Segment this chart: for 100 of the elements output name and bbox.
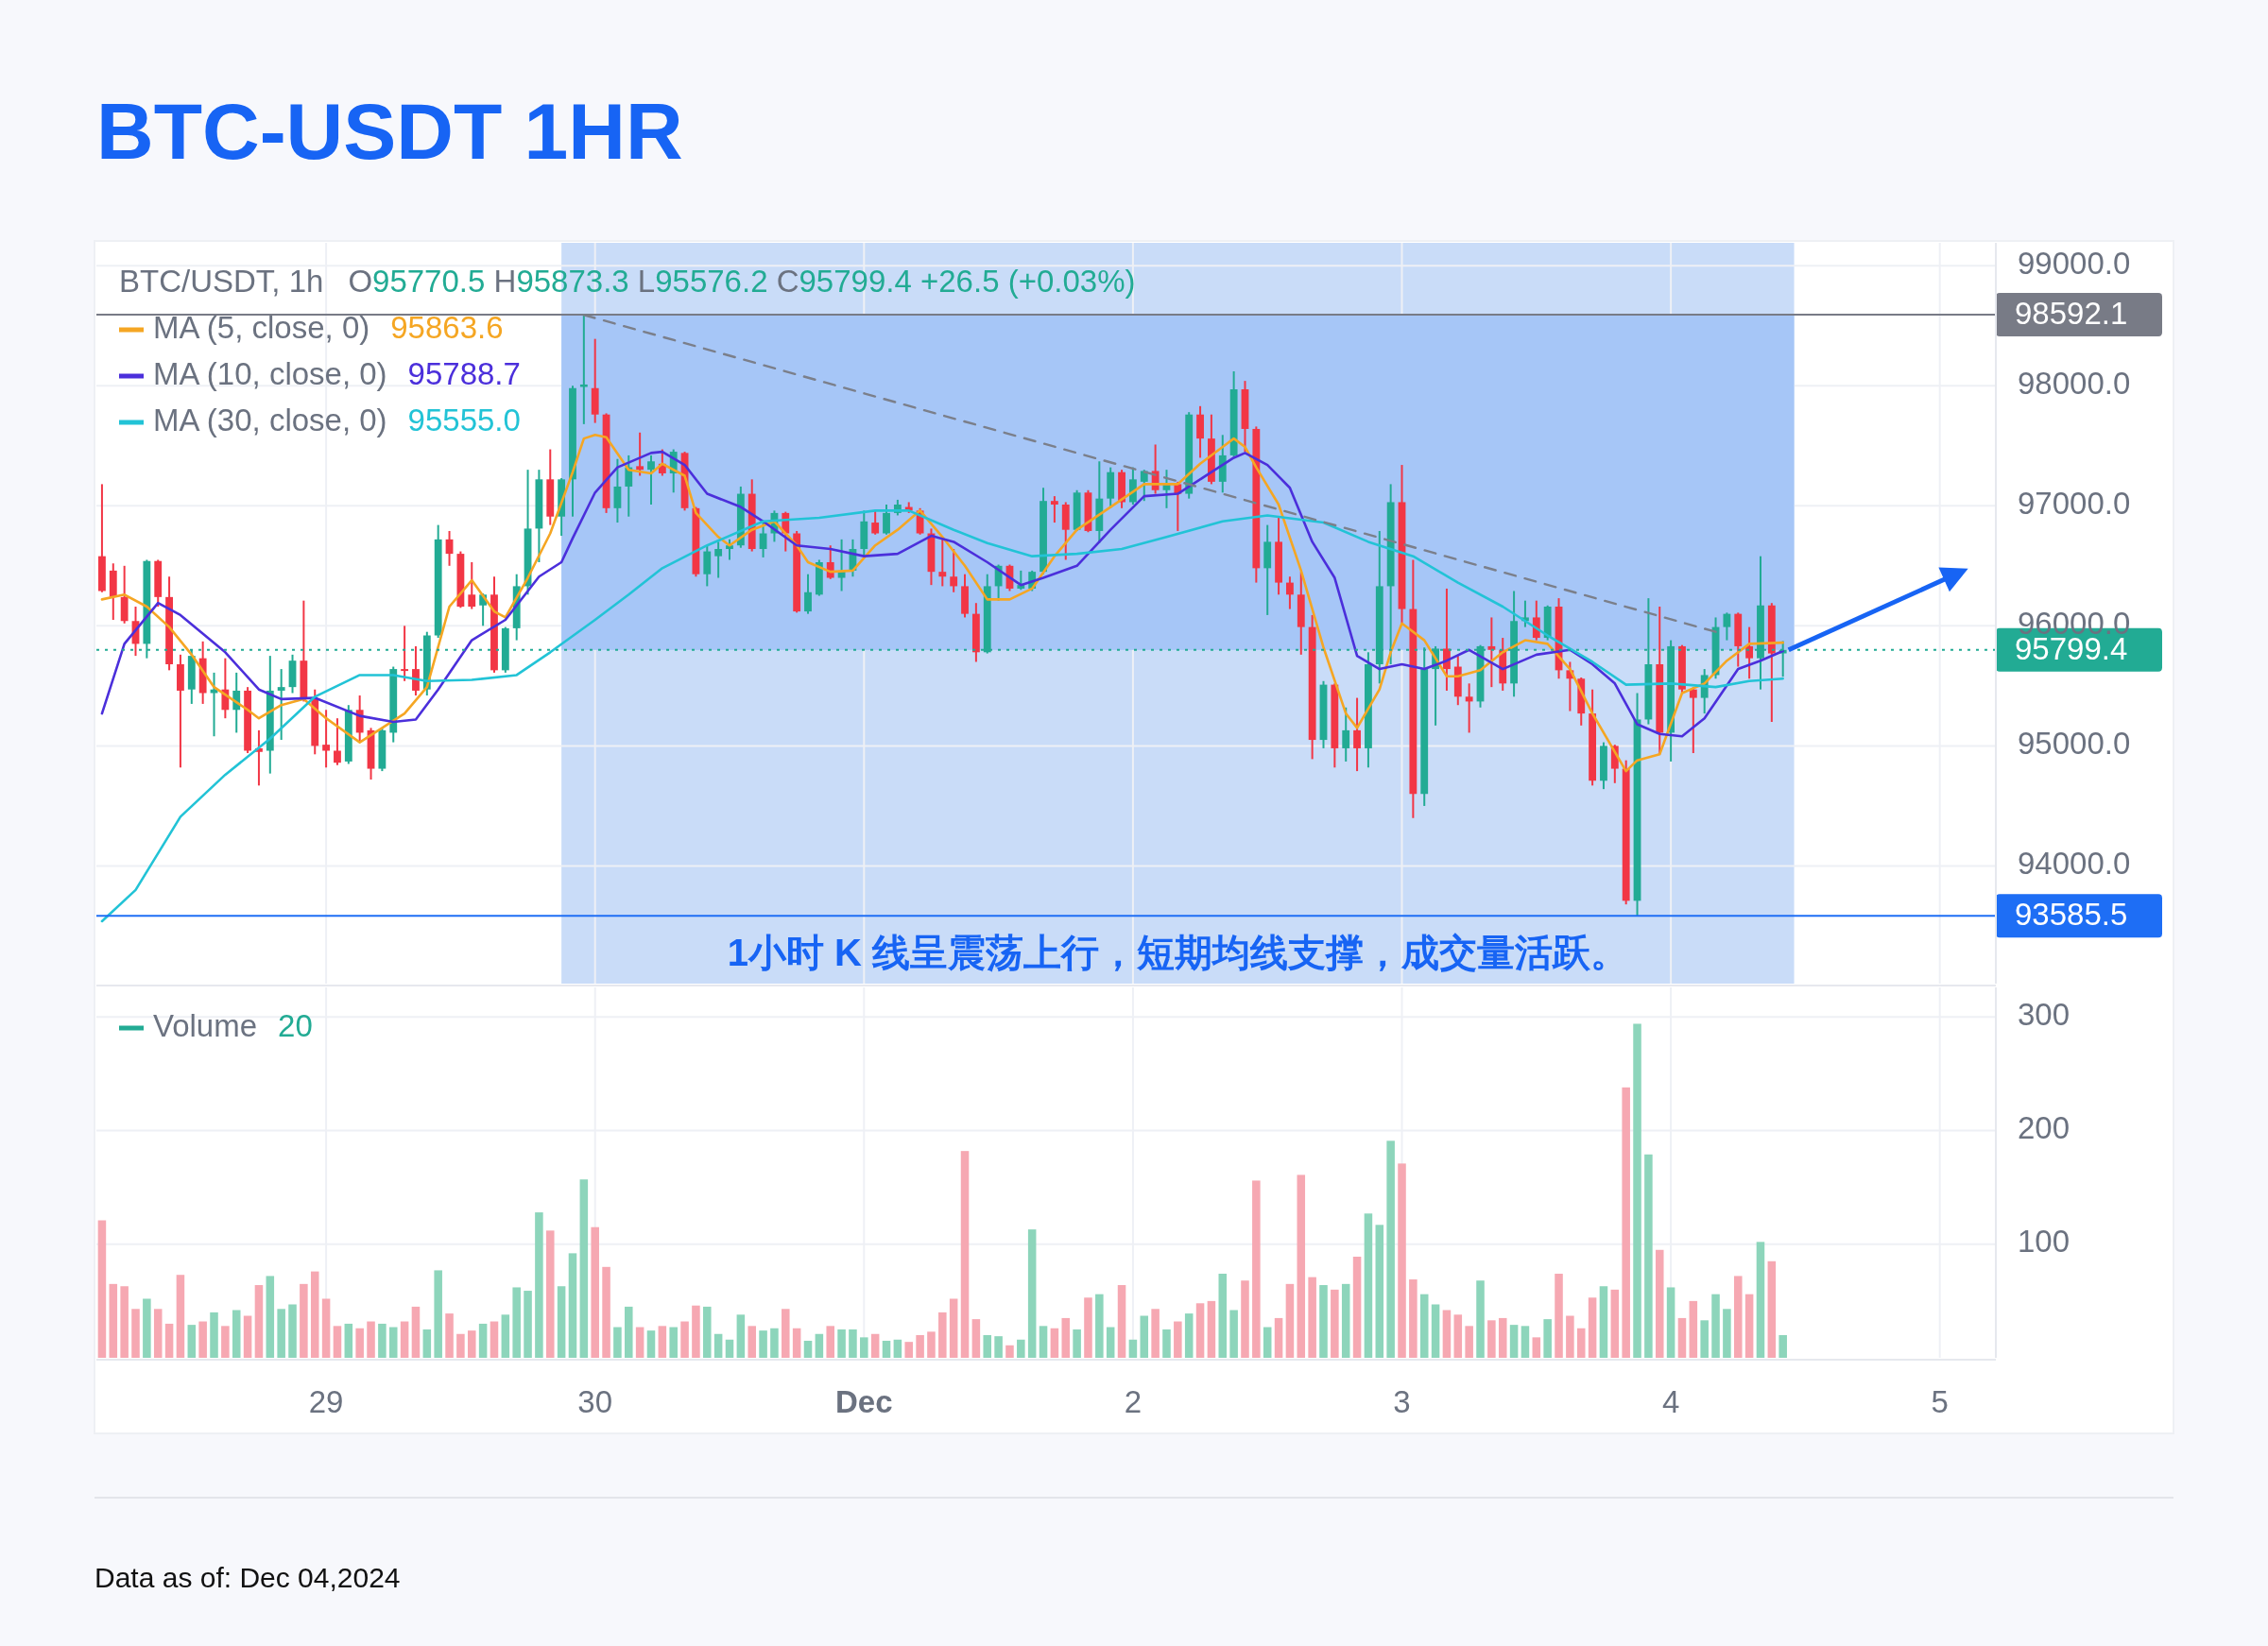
y-tick-label: 98000.0 <box>2018 365 2131 401</box>
annotation: BTC/USDT, 1h <box>119 263 324 299</box>
bar <box>1655 1249 1664 1358</box>
bar <box>221 1326 230 1358</box>
candlestick <box>950 548 958 593</box>
legend-label: MA (10, close, 0) <box>153 355 387 391</box>
bar <box>1241 1280 1249 1358</box>
bar <box>467 1330 476 1358</box>
bar <box>949 1298 958 1358</box>
bar <box>1005 1345 1014 1358</box>
bar <box>625 1306 633 1358</box>
bar <box>803 1340 813 1358</box>
bar <box>1319 1285 1328 1358</box>
candlestick <box>412 644 420 697</box>
bar <box>1061 1317 1071 1358</box>
bar <box>1195 1303 1205 1358</box>
bar <box>131 1309 140 1358</box>
bar <box>1285 1283 1295 1358</box>
bar <box>849 1329 857 1358</box>
bar <box>388 1327 398 1358</box>
bar <box>266 1276 275 1358</box>
y-tick-label: 100 <box>2018 1224 2070 1260</box>
bar <box>1263 1327 1272 1358</box>
bar <box>445 1313 454 1358</box>
bar <box>1027 1229 1037 1358</box>
bar <box>759 1330 767 1358</box>
x-tick-label: 5 <box>1931 1384 1949 1419</box>
x-tick-label: 2 <box>1124 1384 1143 1419</box>
bar <box>1666 1287 1675 1358</box>
bar <box>277 1309 285 1358</box>
bar <box>1017 1339 1025 1358</box>
legend-label: MA (30, close, 0) <box>153 402 387 437</box>
bar <box>770 1328 779 1358</box>
bar <box>1218 1274 1228 1358</box>
bar <box>747 1326 756 1358</box>
bar <box>300 1283 308 1358</box>
bar <box>1341 1283 1350 1358</box>
bar <box>411 1306 421 1358</box>
bar <box>703 1306 712 1358</box>
annotation: 95788.7 <box>407 355 521 391</box>
bar <box>187 1325 197 1358</box>
candlestick <box>871 509 880 536</box>
bar <box>400 1321 409 1358</box>
bar <box>120 1286 129 1358</box>
bar <box>164 1323 174 1358</box>
text: Data as of: Dec 04,2024 <box>94 1561 401 1593</box>
bar <box>591 1226 599 1358</box>
bar <box>916 1334 924 1358</box>
bar <box>1677 1317 1687 1358</box>
bar <box>524 1291 532 1358</box>
bar <box>1498 1317 1507 1358</box>
bar <box>355 1328 364 1358</box>
bar <box>882 1340 891 1358</box>
bar <box>1375 1225 1384 1358</box>
annotation: 20 <box>278 1007 313 1043</box>
bar <box>1084 1297 1092 1358</box>
y-tick-label: 97000.0 <box>2018 485 2131 521</box>
bar <box>1073 1329 1081 1358</box>
bar <box>904 1342 913 1358</box>
bar <box>1431 1304 1440 1358</box>
bar <box>938 1312 947 1358</box>
bar <box>1509 1325 1519 1358</box>
bar <box>1409 1279 1418 1358</box>
annotation: 95863.6 <box>390 309 504 345</box>
candlestick <box>714 540 723 579</box>
bar <box>602 1266 610 1358</box>
bar <box>1050 1328 1059 1358</box>
candlestick <box>636 431 644 477</box>
bar <box>1521 1326 1530 1358</box>
bar <box>1252 1180 1261 1358</box>
candlestick <box>804 573 812 615</box>
bar <box>310 1271 319 1358</box>
bar <box>579 1179 589 1358</box>
bar <box>1532 1337 1541 1358</box>
bar <box>1555 1274 1563 1358</box>
candlestick <box>1353 696 1361 773</box>
bar <box>1386 1140 1395 1358</box>
bar <box>1229 1310 1238 1358</box>
bar <box>333 1326 342 1358</box>
candlestick <box>334 717 341 766</box>
bar <box>198 1321 207 1358</box>
candlestick <box>401 625 409 682</box>
candlestick <box>1487 616 1496 689</box>
bar <box>1689 1300 1698 1358</box>
bar <box>176 1275 185 1358</box>
legend: Volume 20 <box>119 1007 313 1043</box>
candlestick <box>1465 682 1473 734</box>
chart-title: BTC-USDT 1HR <box>96 87 683 176</box>
bar <box>1442 1310 1452 1358</box>
bar <box>512 1287 521 1358</box>
candlestick <box>826 544 834 580</box>
candlestick <box>322 709 331 769</box>
bar <box>725 1339 734 1358</box>
bar <box>983 1334 992 1358</box>
bar <box>1543 1319 1552 1358</box>
bar <box>1106 1327 1115 1358</box>
bar <box>613 1327 622 1358</box>
annotation: 1小时 K 线呈震荡上行，短期均线支撑，成交量活跃。 <box>727 931 1629 973</box>
bar <box>1633 1023 1641 1358</box>
bar <box>422 1329 432 1358</box>
